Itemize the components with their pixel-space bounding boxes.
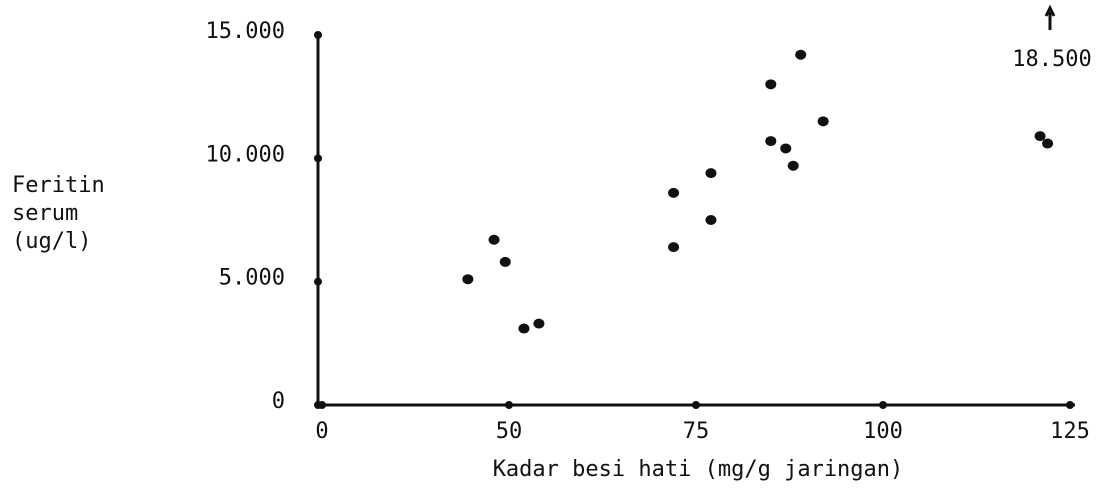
x-tick	[879, 401, 887, 409]
annotation: 18.500	[1012, 47, 1091, 72]
point	[668, 188, 679, 198]
x-tick	[692, 401, 700, 409]
point	[795, 50, 806, 60]
point	[705, 168, 716, 178]
x-tick-label: 100	[863, 419, 903, 444]
y-tick-label: 5.000	[219, 266, 285, 291]
x-tick-label: 125	[1050, 419, 1090, 444]
off-scale-arrow	[1046, 8, 1054, 30]
x-tick	[505, 401, 513, 409]
y-axis-title: serum	[12, 201, 78, 226]
y-axis-title: (ug/l)	[12, 229, 91, 254]
x-tick	[1066, 401, 1074, 409]
point	[818, 116, 829, 126]
point	[705, 215, 716, 225]
point	[788, 161, 799, 171]
point	[780, 143, 791, 153]
point	[533, 319, 544, 329]
y-tick	[314, 278, 322, 286]
chart: 18.500 Kadar besi hati (mg/g jaringan) F…	[0, 0, 1110, 493]
y-tick	[314, 154, 322, 162]
x-tick-label: 0	[315, 419, 328, 444]
y-tick	[314, 31, 322, 39]
point	[1035, 131, 1046, 141]
point	[765, 136, 776, 146]
y-tick-label: 15.000	[206, 19, 285, 44]
point	[500, 257, 511, 267]
y-tick-label: 10.000	[206, 142, 285, 167]
point	[765, 79, 776, 89]
point	[462, 274, 473, 284]
point	[518, 324, 529, 334]
x-tick	[318, 401, 326, 409]
x-tick-label: 50	[496, 419, 523, 444]
x-tick-label: 75	[683, 419, 710, 444]
point	[489, 235, 500, 245]
point	[1042, 139, 1053, 149]
x-axis-title: Kadar besi hati (mg/g jaringan)	[493, 457, 904, 482]
y-axis-title: Feritin	[12, 173, 105, 198]
point	[668, 242, 679, 252]
y-tick-label: 0	[272, 389, 285, 414]
